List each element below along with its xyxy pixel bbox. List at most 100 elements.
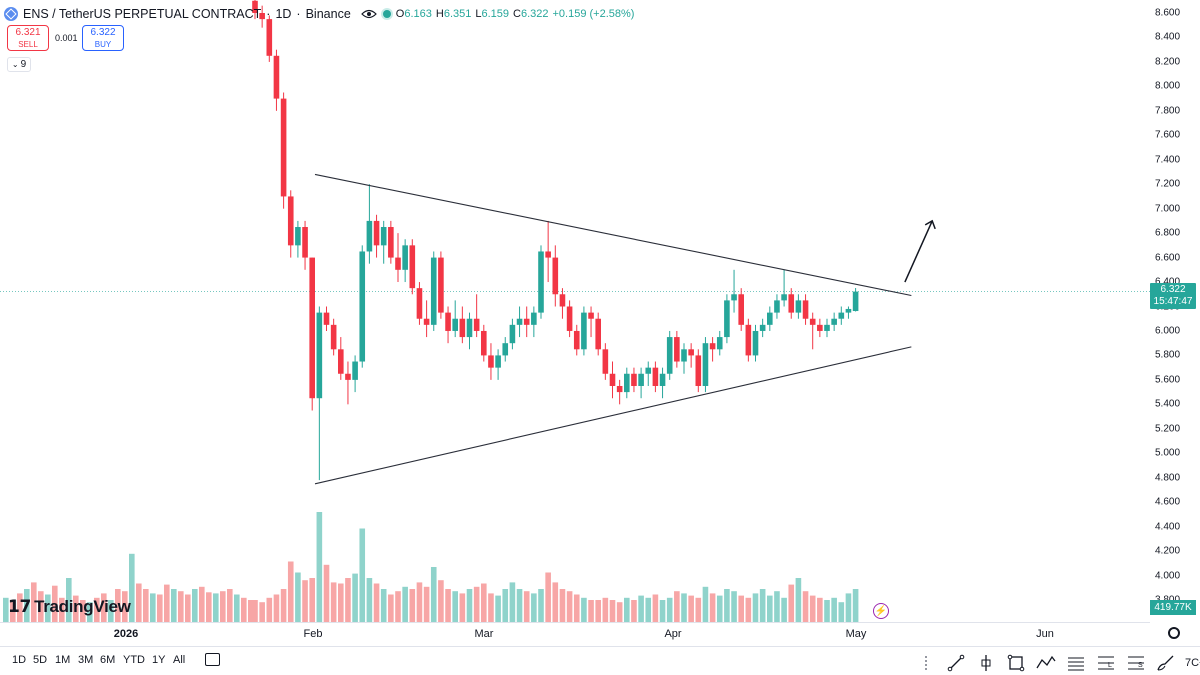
buy-button[interactable]: 6.322 BUY <box>82 25 124 51</box>
range-1d-button[interactable]: 1D <box>12 654 27 666</box>
range-all-button[interactable]: All <box>173 654 186 666</box>
buy-price: 6.322 <box>90 27 116 38</box>
volume-bar <box>273 594 280 622</box>
volume-bar <box>199 586 205 622</box>
high-value: 6.351 <box>443 8 472 20</box>
candle-body <box>795 300 802 313</box>
rectangle-icon[interactable] <box>1005 653 1027 673</box>
candle-body <box>295 227 301 246</box>
close-value: 6.322 <box>520 8 549 20</box>
volume-bar <box>852 589 859 622</box>
time-axis[interactable]: 2026 Feb Mar Apr May Jun <box>0 622 1150 646</box>
volume-bar <box>287 561 294 622</box>
candle-body <box>624 373 630 393</box>
price-tick: 4.200 <box>1155 545 1181 557</box>
indicators-toggle-button[interactable]: ⌄ 9 <box>7 57 31 72</box>
volume-bar <box>252 600 258 622</box>
candle-body <box>366 220 373 252</box>
price-tick: 4.800 <box>1155 472 1181 484</box>
change-value: +0.159 (+2.58%) <box>552 8 635 20</box>
candle-body <box>752 330 759 356</box>
volume-bar <box>295 572 301 622</box>
range-ytd-button[interactable]: YTD <box>123 654 145 666</box>
volume-bar <box>185 594 191 622</box>
range-5d-button[interactable]: 5D <box>33 654 48 666</box>
long-position-icon[interactable]: L <box>1095 653 1117 673</box>
eye-icon[interactable] <box>360 8 377 20</box>
candle-body <box>531 312 537 325</box>
symbol-name[interactable]: ENS / TetherUS PERPETUAL CONTRACT <box>23 7 262 21</box>
price-tick: 6.000 <box>1155 325 1181 337</box>
range-1y-button[interactable]: 1Y <box>152 654 166 666</box>
range-6m-button[interactable]: 6M <box>100 654 116 666</box>
short-position-icon[interactable]: S <box>1125 653 1147 673</box>
candle-body <box>495 355 501 368</box>
fib-retracement-icon[interactable] <box>1065 653 1087 673</box>
candle-body <box>638 373 644 386</box>
volume-bar <box>488 593 494 622</box>
volume-bar <box>24 589 30 622</box>
lightning-icon[interactable]: ⚡ <box>873 603 889 619</box>
settings-icon[interactable] <box>1168 627 1180 639</box>
volume-bar <box>752 593 759 622</box>
price-tick: 5.400 <box>1155 398 1181 410</box>
price-tick: 8.000 <box>1155 80 1181 92</box>
volume-bar <box>652 594 659 622</box>
volume-bar <box>73 595 79 622</box>
volume-bar <box>559 589 566 622</box>
volume-bar <box>373 583 380 622</box>
candle-body <box>545 251 551 258</box>
volume-bar <box>87 602 93 622</box>
buy-label: BUY <box>94 40 112 49</box>
price-axis[interactable]: 8.600 8.400 8.200 8.000 7.800 7.600 7.400 7.200… <box>1150 0 1200 622</box>
trendline-icon[interactable] <box>945 653 967 673</box>
lower-support-trendline <box>314 346 912 485</box>
candle-body <box>280 98 287 197</box>
volume-bar <box>206 592 212 622</box>
vertical-line-icon[interactable] <box>975 653 997 673</box>
volume-bar <box>66 578 72 622</box>
sell-label: SELL <box>18 40 38 49</box>
volume-bar <box>380 589 387 622</box>
candle-body <box>266 19 273 56</box>
toolbar-handle-icon[interactable] <box>915 653 937 673</box>
volume-bar <box>688 595 694 622</box>
volume-bar <box>143 589 149 622</box>
volume-bar <box>213 593 219 622</box>
range-3m-button[interactable]: 3M <box>78 654 94 666</box>
volume-bar <box>516 589 523 622</box>
candle-body <box>745 324 752 356</box>
volume-bar <box>80 600 86 622</box>
volume-bar <box>10 600 16 622</box>
price-tick: 7.000 <box>1155 203 1181 215</box>
timezone-label[interactable]: 7C+6 <box>1185 657 1200 669</box>
price-tick: 5.600 <box>1155 374 1181 386</box>
time-tick: Mar <box>474 628 494 640</box>
path-icon[interactable] <box>1035 653 1057 673</box>
volume-bar <box>445 589 451 622</box>
volume-bar <box>259 602 265 622</box>
candle-body <box>566 306 573 331</box>
candle-body <box>388 227 394 258</box>
volume-bar <box>502 589 509 622</box>
volume-bar <box>738 595 744 622</box>
range-1m-button[interactable]: 1M <box>55 654 71 666</box>
go-to-date-icon[interactable] <box>205 653 220 666</box>
volume-bar <box>402 586 408 622</box>
price-chart[interactable] <box>0 0 1150 622</box>
candle-body <box>731 294 737 301</box>
tradingview-logo[interactable]: 𝟭𝟳 TradingView <box>8 597 131 617</box>
brush-icon[interactable] <box>1155 653 1177 673</box>
price-tick: 7.400 <box>1155 154 1181 166</box>
candle-body <box>652 367 659 386</box>
candle-body <box>252 0 258 14</box>
sell-button[interactable]: 6.321 SELL <box>7 25 49 51</box>
candle-body <box>481 330 487 356</box>
interval-label[interactable]: 1D <box>275 7 292 21</box>
volume-bar <box>666 597 673 622</box>
candle-body <box>330 324 337 350</box>
time-tick: Feb <box>303 628 323 640</box>
candle-body <box>538 251 544 313</box>
time-tick: 2026 <box>113 628 139 640</box>
chart-area[interactable] <box>0 0 1150 622</box>
